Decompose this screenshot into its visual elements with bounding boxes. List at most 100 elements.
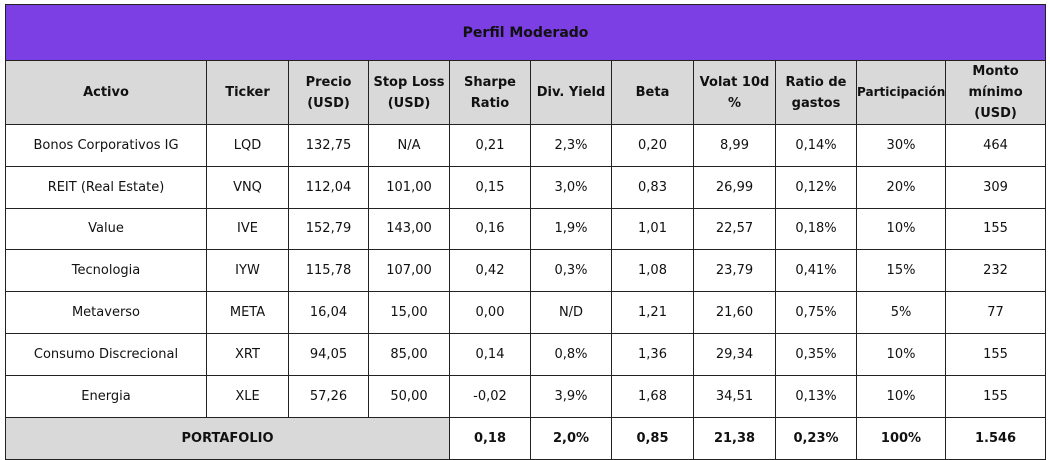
cell-ticker: META [206,291,289,334]
cell-monto: 155 [944,332,1047,376]
cell-ratio-gastos: 0,12% [775,165,857,209]
header-stop-loss: Stop Loss (USD) [368,60,450,125]
cell-beta: 1,68 [611,374,694,418]
portfolio-table: Perfil Moderado Activo Ticker Precio (USD… [4,4,1047,460]
cell-ratio-gastos: 0,18% [775,207,857,251]
cell-volat: 29,34 [693,332,776,376]
cell-sharpe: 0,00 [449,291,531,334]
header-div-yield: Div. Yield [530,60,612,125]
cell-ticker: XRT [206,332,289,376]
cell-participacion: 10% [856,207,946,251]
cell-volat: 8,99 [693,124,776,167]
cell-monto: 232 [944,249,1047,293]
cell-precio: 115,78 [288,249,369,293]
cell-precio: 112,04 [288,165,369,209]
header-monto-minimo: Monto mínimo (USD) [944,60,1047,125]
header-activo: Activo [5,60,207,125]
cell-sharpe: 0,42 [449,249,531,293]
header-text-line2: (USD) [387,95,431,111]
table-row: Energia XLE 57,26 50,00 -0,02 3,9% 1,68 34,51 0,… [5,374,1047,418]
header-ratio-gastos: Ratio de gastos [775,60,857,125]
cell-precio: 57,26 [288,374,369,418]
cell-participacion: 30% [856,124,946,167]
cell-div-yield: 3,9% [530,374,612,418]
header-text: Stop Loss [373,74,445,90]
header-text-line2: Ratio [470,95,510,111]
cell-activo: Value [5,207,207,251]
header-precio: Precio (USD) [288,60,369,125]
cell-beta: 1,08 [611,249,694,293]
cell-monto: 155 [944,374,1047,418]
cell-sharpe: 0,14 [449,332,531,376]
table-row: Metaverso META 16,04 15,00 0,00 N/D 1,21 21,60 0… [5,291,1047,334]
cell-ticker: VNQ [206,165,289,209]
cell-ticker: XLE [206,374,289,418]
cell-activo: Energia [5,374,207,418]
header-text: Activo [83,85,129,100]
cell-ratio-gastos: 0,41% [775,249,857,293]
cell-beta: 0,83 [611,165,694,209]
title-row: Perfil Moderado [4,4,1047,61]
total-cell: 100% [856,416,946,460]
cell-volat: 21,60 [693,291,776,334]
cell-monto: 464 [944,124,1047,167]
cell-participacion: 5% [856,291,946,334]
total-cell: 0,23% [775,416,857,460]
cell-participacion: 15% [856,249,946,293]
cell-participacion: 20% [856,165,946,209]
table-row: Consumo Discrecional XRT 94,05 85,00 0,14 0,8… [5,332,1047,376]
header-text: Beta [635,85,670,100]
cell-sharpe: 0,21 [449,124,531,167]
cell-stop-loss: 101,00 [368,165,450,209]
cell-volat: 34,51 [693,374,776,418]
header-text: Precio [305,74,352,90]
header-text: Volat 10d [699,74,770,90]
header-participacion: Participación [856,60,946,125]
header-volat: Volat 10d% [693,60,776,125]
header-text-line2: % [727,95,742,111]
cell-volat: 23,79 [693,249,776,293]
cell-stop-loss: 85,00 [368,332,450,376]
header-row: Activo Ticker Precio (USD) Stop Loss (USD)… [5,60,1047,125]
cell-beta: 0,20 [611,124,694,167]
cell-div-yield: 2,3% [530,124,612,167]
cell-ratio-gastos: 0,14% [775,124,857,167]
header-text: Sharpe [464,74,516,90]
header-text: Ticker [225,85,270,100]
cell-volat: 26,99 [693,165,776,209]
cell-precio: 132,75 [288,124,369,167]
cell-sharpe: 0,16 [449,207,531,251]
cell-monto: 77 [944,291,1047,334]
cell-stop-loss: 50,00 [368,374,450,418]
table-title: Perfil Moderado [4,4,1047,61]
table-row: REIT (Real Estate) VNQ 112,04 101,00 0,15 3,0… [5,165,1047,209]
cell-div-yield: 0,8% [530,332,612,376]
cell-ticker: LQD [206,124,289,167]
table-body: Bonos Corporativos IG LQD 132,75 N/A 0,21 2,3… [5,124,1047,418]
header-text: Monto [972,64,1019,79]
cell-precio: 16,04 [288,291,369,334]
cell-beta: 1,21 [611,291,694,334]
cell-participacion: 10% [856,332,946,376]
cell-ratio-gastos: 0,13% [775,374,857,418]
total-cell: 21,38 [693,416,776,460]
cell-div-yield: N/D [530,291,612,334]
total-cell: 1.546 [944,416,1047,460]
header-text-line2: mínimo (USD) [968,85,1023,121]
header-text-line2: (USD) [307,95,350,111]
cell-ticker: IVE [206,207,289,251]
header-text: Participación [857,85,946,99]
table-row: Tecnologia IYW 115,78 107,00 0,42 0,3% 1,08 23,… [5,249,1047,293]
header-text-line2: gastos [791,95,841,111]
cell-participacion: 10% [856,374,946,418]
cell-beta: 1,01 [611,207,694,251]
cell-ratio-gastos: 0,75% [775,291,857,334]
cell-precio: 94,05 [288,332,369,376]
cell-precio: 152,79 [288,207,369,251]
cell-activo: Consumo Discrecional [5,332,207,376]
cell-stop-loss: N/A [368,124,450,167]
total-row: PORTAFOLIO 0,18 2,0% 0,85 21,38 0,23% 10… [5,416,1047,460]
cell-ticker: IYW [206,249,289,293]
cell-stop-loss: 15,00 [368,291,450,334]
header-ticker: Ticker [206,60,289,125]
